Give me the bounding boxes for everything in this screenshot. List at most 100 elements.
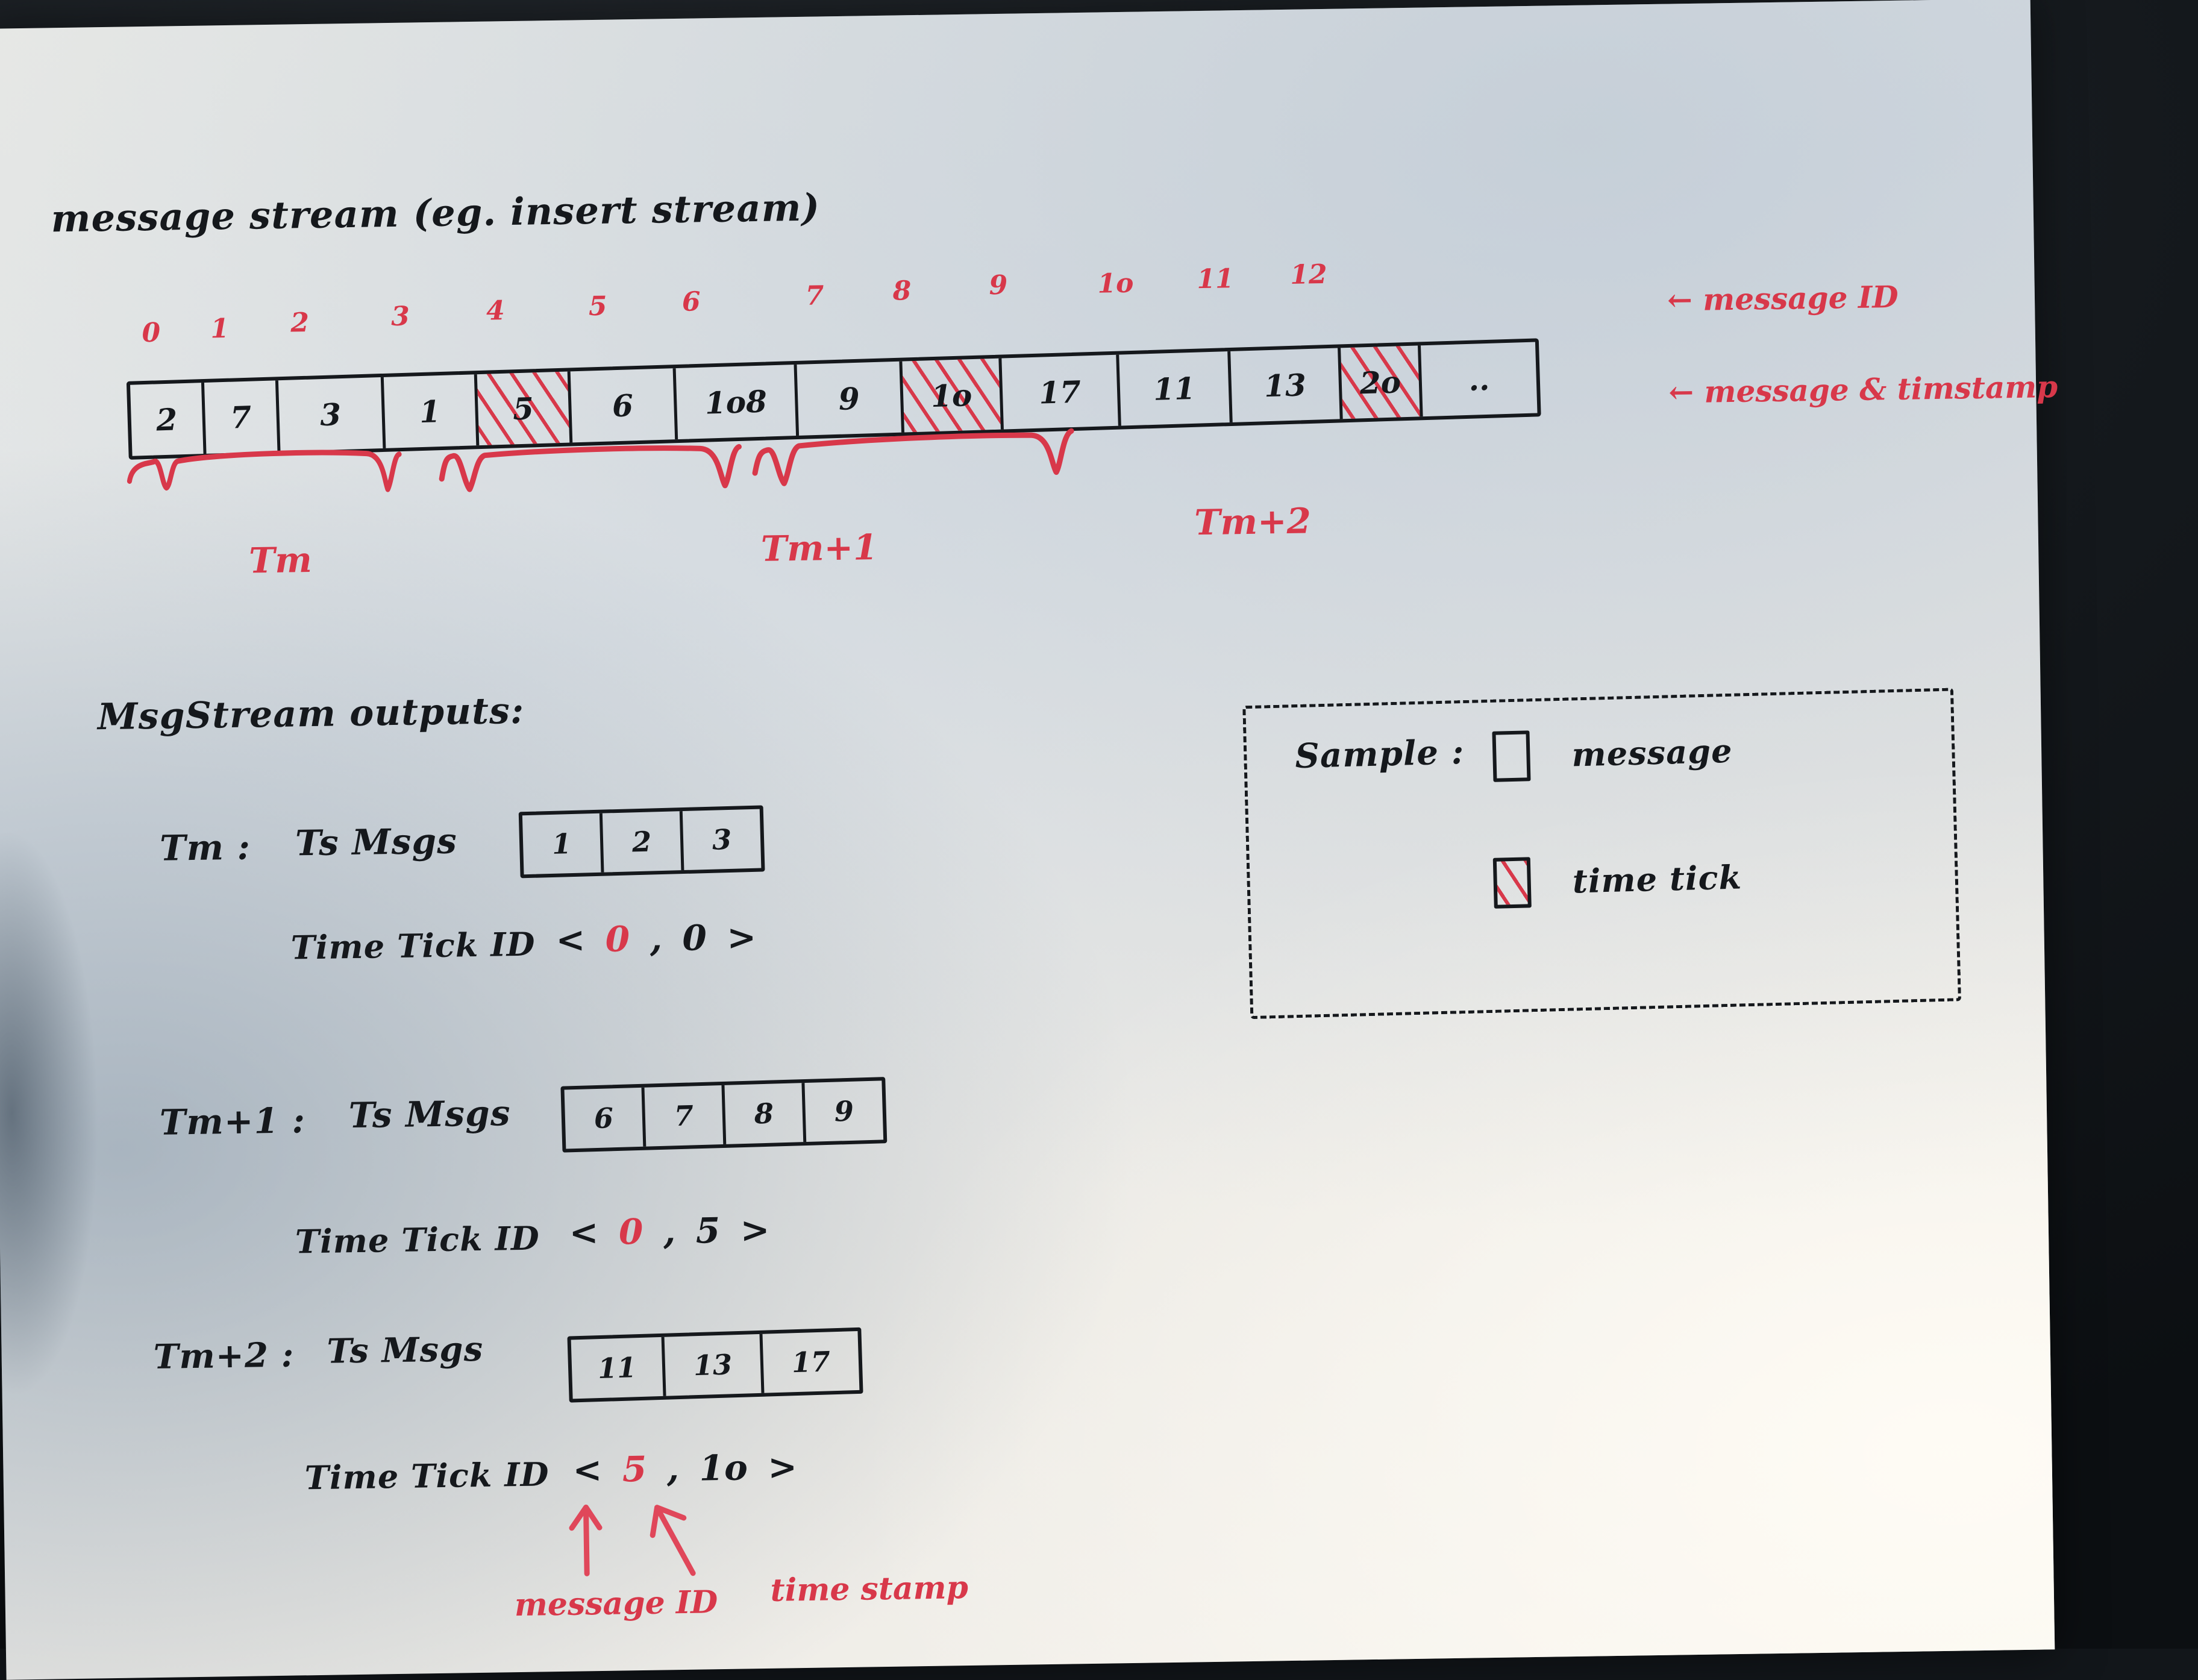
stream-cell[interactable]: 6 [570, 368, 678, 443]
stream-index-5: 5 [588, 290, 607, 322]
output-tsmsgs-label-tm2: Ts Msgs [327, 1329, 484, 1371]
output-msgs-box-tm2: 11 13 17 [567, 1327, 863, 1403]
output-timetick-value-tm: < 0 , 0 > [556, 917, 757, 961]
stream-index-6: 6 [681, 286, 701, 318]
stream-cell[interactable]: 2 [130, 382, 207, 456]
stream-cell-value: 9 [838, 380, 860, 417]
tick-comma: , [663, 1211, 677, 1252]
stream-cell-value: 5 [512, 390, 534, 427]
stream-cell[interactable]: 17 [1001, 354, 1121, 430]
tick-close-bracket: > [767, 1446, 798, 1488]
stream-index-2: 2 [290, 307, 310, 339]
stream-index-0: 0 [142, 317, 161, 349]
output-msg-cell[interactable]: 17 [762, 1331, 859, 1393]
stream-cell-ellipsis: .. [1421, 342, 1538, 416]
stream-cell[interactable]: 11 [1119, 351, 1233, 426]
output-msg-cell[interactable]: 8 [724, 1083, 807, 1144]
stream-cell-value: 1 [419, 393, 441, 430]
stream-cell-value: 1o8 [704, 383, 768, 421]
tick-close-bracket: > [726, 917, 757, 958]
output-group-label-tm2: Tm+2 : [153, 1335, 295, 1378]
stream-cell[interactable]: 7 [204, 380, 281, 454]
bottom-annotation-timestamp: time stamp [770, 1569, 969, 1609]
output-msg-value: 7 [674, 1099, 694, 1133]
output-tsmsgs-label-tm: Ts Msgs [295, 820, 458, 864]
output-msg-cell[interactable]: 7 [644, 1085, 727, 1147]
stream-braces [127, 428, 1074, 492]
timetick-box-icon [1492, 857, 1532, 909]
page-title: message stream (eg. insert stream) [51, 185, 821, 241]
output-msg-cell[interactable]: 2 [602, 811, 684, 873]
output-msg-value: 13 [693, 1348, 733, 1382]
stream-cell-timetick[interactable]: 5 [477, 371, 573, 446]
bottom-annotation-arrows [569, 1504, 696, 1576]
stream-cell[interactable]: 9 [797, 361, 905, 436]
output-msg-cell[interactable]: 9 [804, 1080, 883, 1142]
stream-cell-value: 11 [1153, 370, 1196, 407]
legend-box: Sample : message time tick [1242, 688, 1961, 1020]
stream-cell-value: 7 [230, 399, 252, 436]
stream-cell[interactable]: 3 [278, 377, 386, 452]
output-msg-cell[interactable]: 3 [683, 809, 762, 870]
tick-timestamp: 0 [681, 917, 708, 959]
tick-open-bracket: < [572, 1449, 603, 1491]
stream-cell-value: 6 [612, 387, 634, 424]
legend-item-label: message [1571, 731, 1733, 774]
stream-cell-value: 1o [930, 377, 973, 414]
stream-cell-value: 2 [155, 401, 178, 437]
stream-cell[interactable]: 1o8 [675, 364, 800, 440]
output-msg-cell[interactable]: 11 [571, 1337, 666, 1399]
annotation-message-id: ← message ID [1667, 278, 1899, 318]
stream-cell-value: 13 [1263, 366, 1307, 404]
legend-title: Sample : [1294, 732, 1465, 777]
output-group-label-tm1: Tm+1 : [159, 1100, 306, 1143]
tick-timestamp: 1o [699, 1447, 749, 1489]
stream-index-10: 1o [1097, 268, 1134, 299]
tick-close-bracket: > [740, 1209, 771, 1251]
stream-index-3: 3 [390, 301, 410, 332]
legend-item-message: message [1492, 726, 1733, 782]
output-msgs-box-tm: 1 2 3 [518, 805, 765, 879]
output-msgs-box-tm1: 6 7 8 9 [560, 1077, 888, 1153]
arrow-up-timestamp [650, 1505, 696, 1576]
stream-index-4: 4 [486, 295, 506, 327]
tick-message-id: 0 [605, 918, 631, 960]
arrow-up-message-id [569, 1504, 603, 1576]
stream-cell-value: 2o [1359, 363, 1401, 401]
output-msg-value: 6 [593, 1102, 614, 1135]
brace-label-tm: Tm [248, 539, 313, 581]
tick-comma: , [666, 1448, 680, 1490]
output-timetick-label-tm: Time Tick ID [290, 924, 536, 967]
output-timetick-label-tm1: Time Tick ID [295, 1218, 540, 1261]
output-msg-value: 17 [791, 1345, 831, 1379]
tick-timestamp: 5 [695, 1210, 721, 1252]
stream-index-1: 1 [210, 313, 230, 345]
bottom-annotation-message-id: message ID [514, 1584, 718, 1624]
tick-comma: , [650, 918, 663, 959]
stream-index-9: 9 [989, 269, 1008, 301]
stream-cell[interactable]: 1 [383, 374, 480, 448]
stream-index-7: 7 [805, 280, 824, 312]
output-msg-value: 2 [631, 825, 652, 859]
tick-open-bracket: < [569, 1212, 600, 1253]
output-msg-cell[interactable]: 6 [564, 1087, 647, 1149]
brace-label-tm2: Tm+2 [1194, 500, 1312, 544]
paper-sheet: message stream (eg. insert stream) 0 1 2… [0, 0, 2055, 1680]
stream-cell-value: 17 [1038, 374, 1082, 411]
stream-cell-timetick[interactable]: 1o [902, 358, 1004, 433]
stream-cell-timetick[interactable]: 2o [1341, 345, 1423, 419]
output-timetick-label-tm2: Time Tick ID [304, 1455, 550, 1497]
output-msg-value: 3 [712, 823, 732, 856]
stream-index-8: 8 [892, 275, 912, 307]
tick-open-bracket: < [556, 919, 586, 961]
output-tsmsgs-label-tm1: Ts Msgs [348, 1092, 512, 1136]
output-msg-cell[interactable]: 13 [664, 1334, 765, 1396]
stream-cell[interactable]: 13 [1230, 348, 1343, 422]
annotation-message-timestamp: ← message & timstamp [1668, 368, 2058, 410]
output-msg-cell[interactable]: 1 [522, 813, 604, 875]
brace-label-tm1: Tm+1 [760, 527, 878, 569]
output-timetick-value-tm2: < 5 , 1o > [572, 1446, 798, 1491]
stream-cell-value: .. [1468, 361, 1491, 398]
output-msg-value: 1 [551, 827, 572, 860]
stream-cell-value: 3 [319, 396, 342, 433]
